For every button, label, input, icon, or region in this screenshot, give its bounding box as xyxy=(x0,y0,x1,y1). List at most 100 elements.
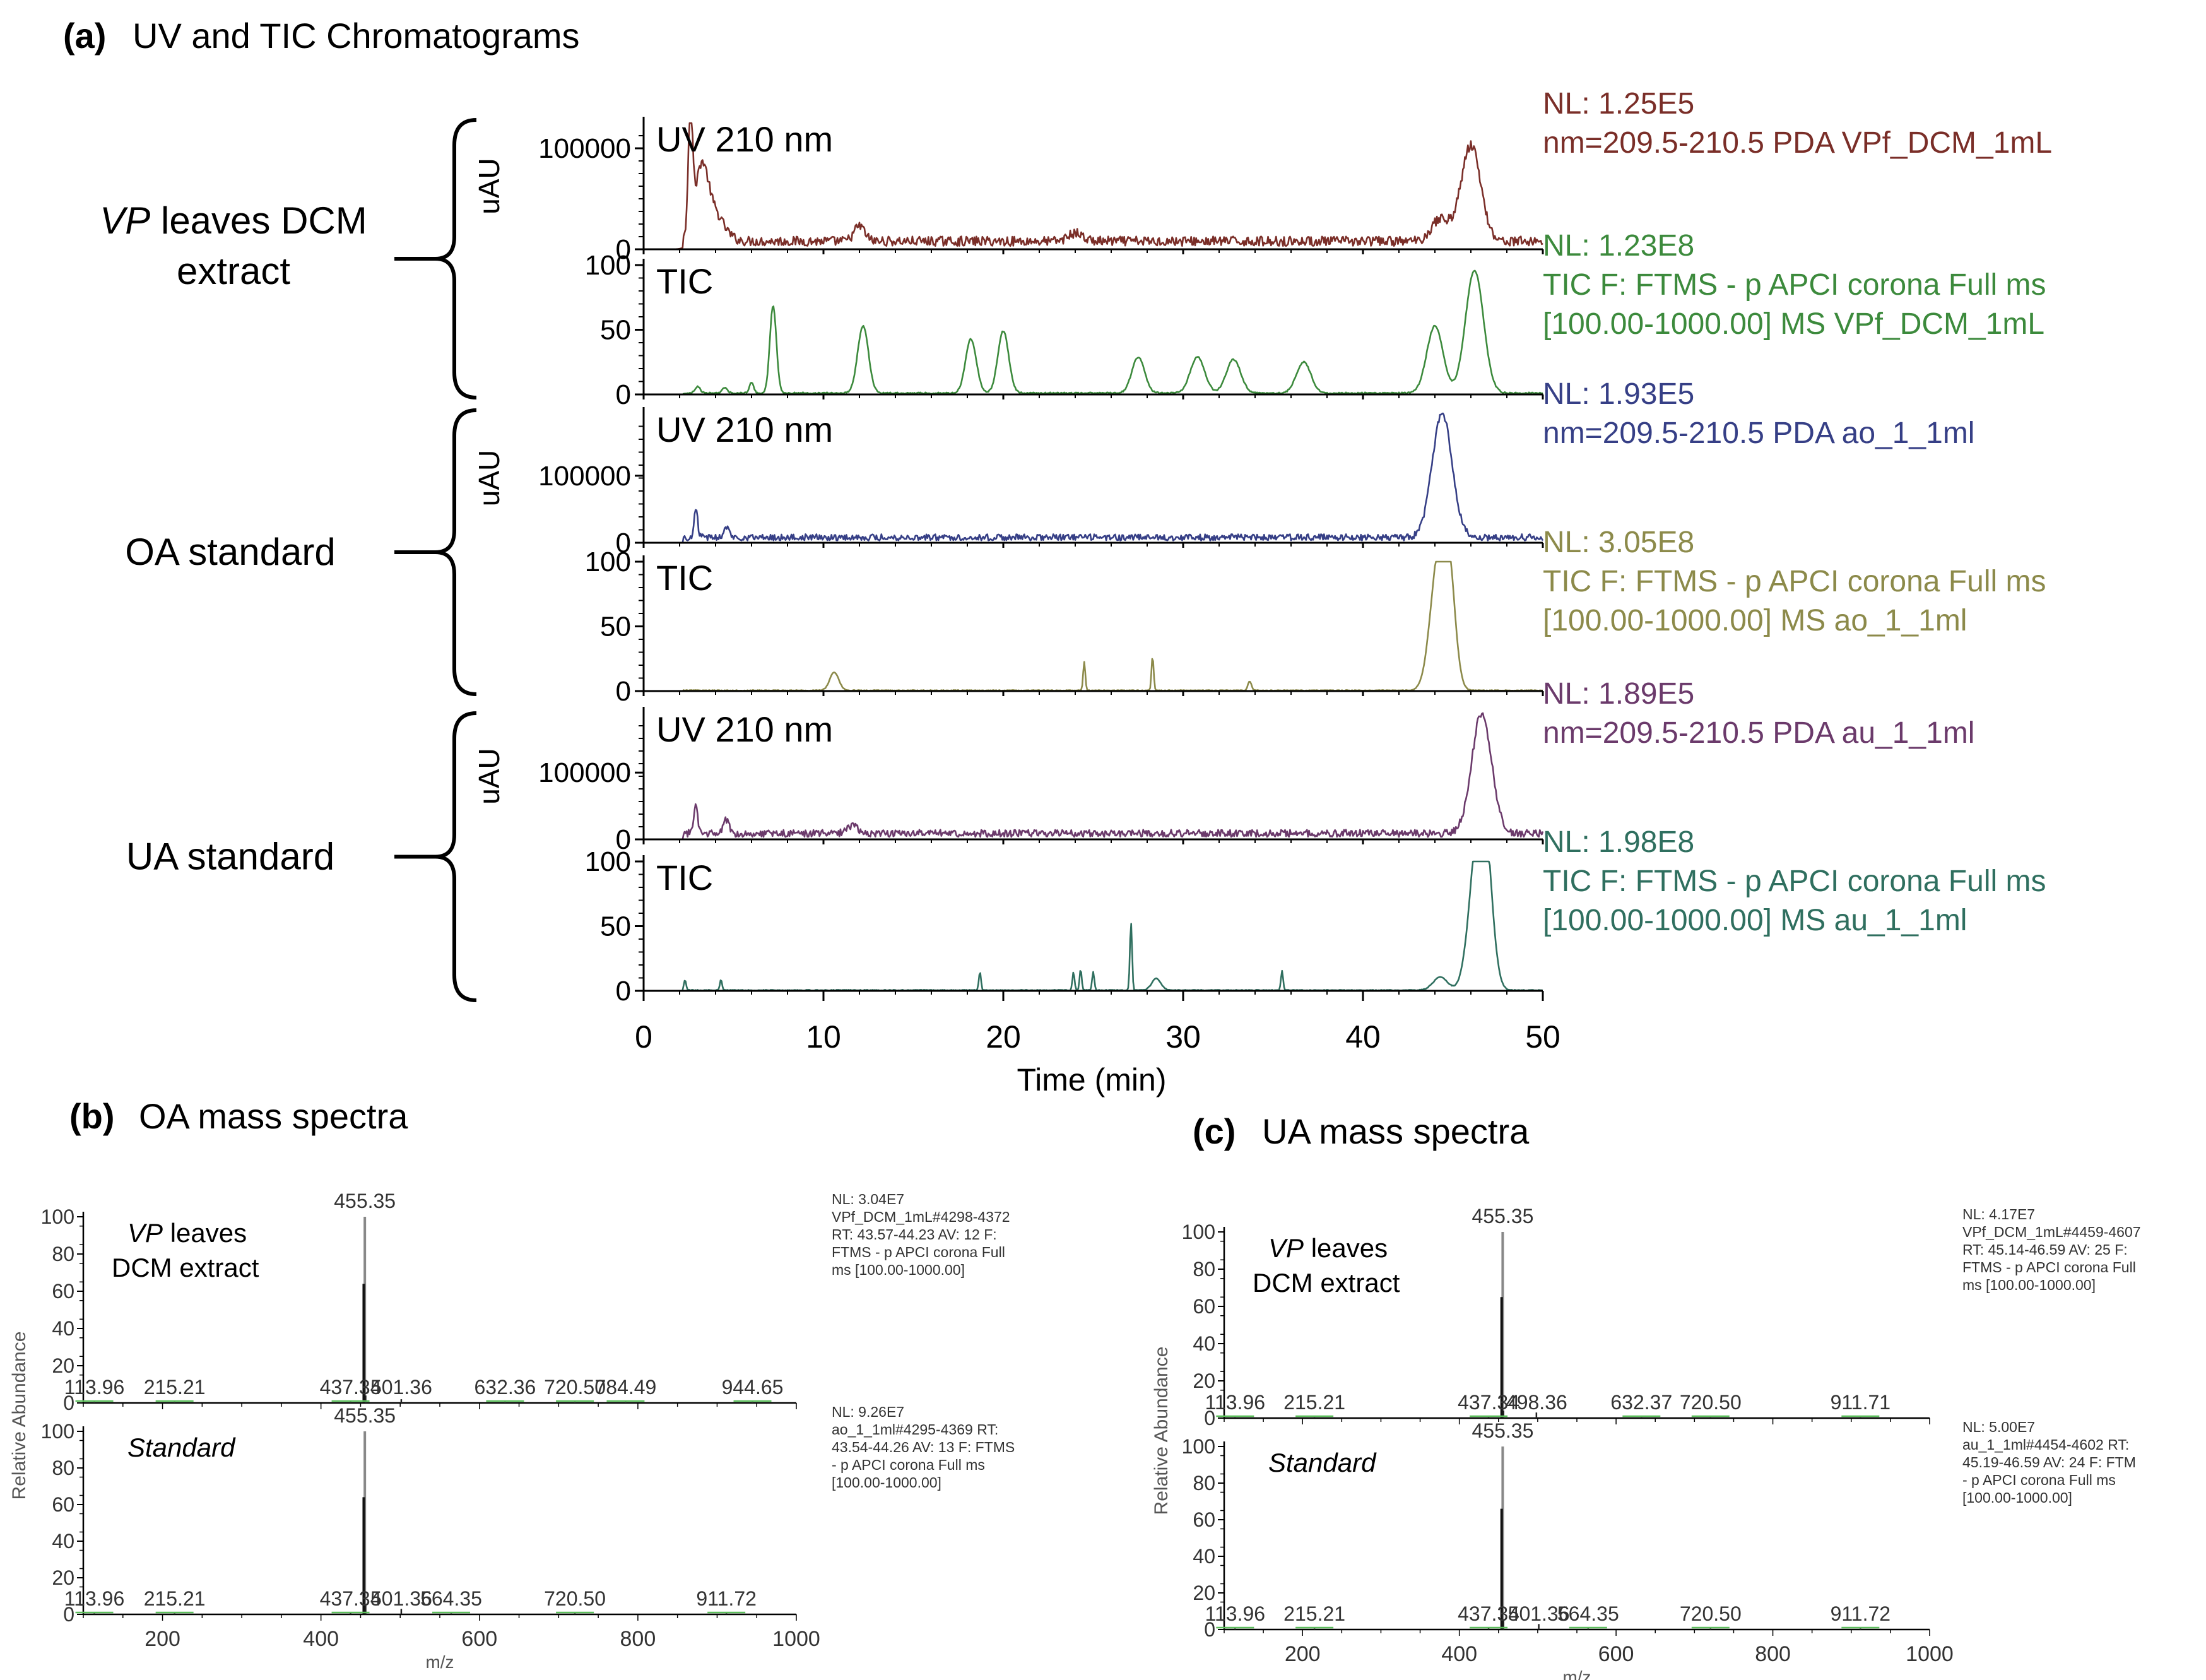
peak-label: 720.50 xyxy=(1680,1602,1742,1625)
y-tick-label: 80 xyxy=(1193,1258,1215,1281)
mass-spectrum-ms_oa_vp: 0 20 40 60 80 100 455.35 501.36 113.96 215.21 437.… xyxy=(41,1190,1010,1414)
panel-c-ua-mass-spectra: (c) UA mass spectra 0 20 40 60 80 100 455.35 498.… xyxy=(1151,1111,2141,1680)
y-tick-label: 40 xyxy=(1193,1332,1215,1355)
y-axis-title: Relative Abundance xyxy=(9,1332,30,1500)
y-tick-label: 60 xyxy=(52,1493,74,1516)
peak-label: 437.34 xyxy=(1458,1602,1519,1625)
peak-label: 911.72 xyxy=(696,1587,757,1610)
panel_b-letter: (b) xyxy=(69,1096,115,1136)
x-tick-label: 600 xyxy=(461,1627,497,1651)
peak-label: 632.36 xyxy=(474,1376,536,1399)
trace-info-line: [100.00-1000.00] MS au_1_1ml xyxy=(1543,904,1967,937)
spectrum-sample-title: Standard xyxy=(1268,1448,1377,1477)
group-label-text: leaves DCM xyxy=(150,199,367,242)
peak-label: 455.35 xyxy=(1472,1205,1533,1227)
peak-label: 437.34 xyxy=(320,1376,382,1399)
y-tick-label: 0 xyxy=(616,234,631,265)
peak-label: 113.96 xyxy=(64,1587,125,1610)
y-tick-label: 100 xyxy=(1182,1435,1215,1458)
x-tick-label: 50 xyxy=(1525,1019,1560,1055)
y-tick-label: 0 xyxy=(1204,1618,1215,1641)
y-tick-label: 20 xyxy=(1193,1582,1215,1604)
x-tick-label: 40 xyxy=(1345,1019,1381,1055)
spectrum-info-line: NL: 5.00E7 xyxy=(1962,1419,2035,1435)
spectrum-info-line: au_1_1ml#4454-4602 RT: xyxy=(1962,1436,2129,1453)
x-axis-title: m/z xyxy=(1562,1667,1591,1680)
spectrum-info-line: 43.54-44.26 AV: 13 F: FTMS xyxy=(832,1439,1015,1455)
spectrum-info-line: ms [100.00-1000.00] xyxy=(832,1262,965,1278)
panel-a-title: UV and TIC Chromatograms xyxy=(133,16,580,56)
sample-title-italic: Standard xyxy=(127,1433,236,1462)
y-tick-label: 50 xyxy=(600,612,631,642)
peak-label: 215.21 xyxy=(144,1376,206,1399)
peak-label: 215.21 xyxy=(144,1587,206,1610)
peak-label: 720.50 xyxy=(544,1587,606,1610)
y-tick-label: 40 xyxy=(52,1317,74,1340)
trace-tag: UV 210 nm xyxy=(656,709,833,749)
trace-line xyxy=(644,412,1544,544)
y-tick-label: 20 xyxy=(1193,1369,1215,1392)
y-tick-label: 100000 xyxy=(538,461,631,492)
group-label-italic: VP xyxy=(100,199,150,242)
peak-label: 113.96 xyxy=(1205,1391,1266,1414)
spectrum-info-line: [100.00-1000.00] xyxy=(832,1474,941,1491)
y-tick-label: 100 xyxy=(585,547,631,577)
spectrum-sample-title: Standard xyxy=(127,1433,236,1462)
y-tick-label: 20 xyxy=(52,1566,74,1589)
y-tick-label: 60 xyxy=(52,1280,74,1303)
y-tick-label: 0 xyxy=(616,676,631,707)
panel_c-title: UA mass spectra xyxy=(1262,1111,1530,1151)
y-tick-label: 100 xyxy=(41,1420,74,1443)
panel_b-title: OA mass spectra xyxy=(139,1096,408,1136)
y-tick-label: 40 xyxy=(1193,1545,1215,1568)
spectrum-info-line: - p APCI corona Full ms xyxy=(832,1457,985,1473)
peak-label: 944.65 xyxy=(722,1376,784,1399)
peak-label: 632.37 xyxy=(1610,1391,1672,1414)
trace-line xyxy=(644,122,1543,251)
peak-label: 113.96 xyxy=(1205,1602,1266,1625)
y-tick-label: 40 xyxy=(52,1530,74,1553)
spectrum-info-line: NL: 4.17E7 xyxy=(1962,1206,2035,1222)
y-tick-label: 50 xyxy=(600,911,631,942)
mass-spectrum-ms_ua_vp: 0 20 40 60 80 100 455.35 498.36 113.96 215.21 437.… xyxy=(1182,1205,2141,1429)
peak-label: 455.35 xyxy=(334,1190,396,1212)
x-tick-label: 800 xyxy=(620,1627,656,1651)
group-label-line2: extract xyxy=(177,250,290,292)
spectrum-info-line: - p APCI corona Full ms xyxy=(1962,1472,2116,1488)
peak-label: 215.21 xyxy=(1283,1391,1345,1414)
mass-spectrum-ms_oa_std: 0 20 40 60 80 100 455.35 501.36 113.96 215.21 437.… xyxy=(41,1404,1015,1626)
y-tick-label: 100000 xyxy=(538,133,631,164)
peak-label: 720.50 xyxy=(1680,1391,1742,1414)
x-tick-label: 800 xyxy=(1755,1642,1791,1666)
trace-info-line: NL: 1.23E8 xyxy=(1543,229,1694,263)
trace-info-line: nm=209.5-210.5 PDA ao_1_1ml xyxy=(1543,417,1974,450)
x-tick-label: 1000 xyxy=(772,1627,820,1651)
group-label: OA standard xyxy=(125,531,336,573)
peak-label: 501.36 xyxy=(370,1587,432,1610)
y-axis-label: uAU xyxy=(473,450,505,506)
chromatogram-chrom_vp_tic: 0 50 100 TIC NL: 1.23E8 TIC F: FTMS - p APCI … xyxy=(585,229,2046,410)
trace-info-line: NL: 1.89E5 xyxy=(1543,677,1694,711)
y-tick-label: 100 xyxy=(1182,1221,1215,1243)
peak-label: 113.96 xyxy=(64,1376,125,1399)
sample-title-italic: VP xyxy=(127,1218,163,1248)
peak-label: 564.35 xyxy=(420,1587,482,1610)
peak-label: 720.50 xyxy=(544,1376,606,1399)
trace-info-line: NL: 1.25E5 xyxy=(1543,87,1694,121)
peak-label: 455.35 xyxy=(334,1404,396,1427)
y-axis-title: Relative Abundance xyxy=(1151,1347,1172,1515)
trace-info-line: [100.00-1000.00] MS VPf_DCM_1mL xyxy=(1543,307,2044,341)
sample-title-rest: leaves xyxy=(1304,1233,1388,1263)
y-axis-label: uAU xyxy=(473,158,505,214)
x-axis-title: Time (min) xyxy=(1017,1062,1166,1097)
trace-tag: UV 210 nm xyxy=(656,119,833,159)
sample-title-rest: leaves xyxy=(163,1218,247,1248)
group-label: UA standard xyxy=(126,836,334,878)
x-tick-label: 200 xyxy=(1285,1642,1321,1666)
y-tick-label: 0 xyxy=(616,379,631,410)
y-tick-label: 100 xyxy=(585,846,631,877)
y-tick-label: 80 xyxy=(52,1243,74,1265)
chromatogram-chrom_vp_uv: 0 100000 UV 210 nm uAU NL: 1.25E5 nm=209.5-21… xyxy=(473,87,2052,265)
